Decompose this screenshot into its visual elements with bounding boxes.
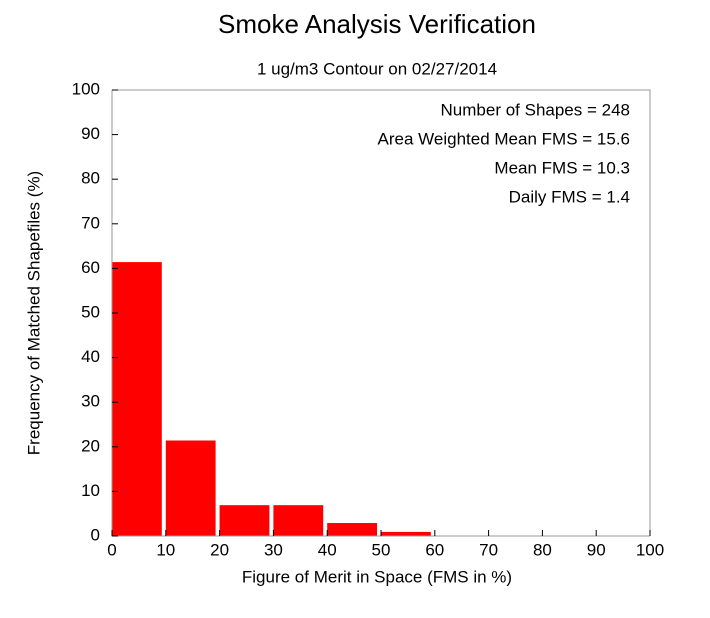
annotation: Number of Shapes = 248 [441,100,630,119]
bar [273,505,324,537]
x-tick-label: 100 [636,540,664,559]
y-tick-label: 100 [72,79,100,98]
y-tick-label: 20 [81,436,100,455]
annotation: Daily FMS = 1.4 [509,187,630,206]
y-tick-label: 50 [81,302,100,321]
x-tick-label: 40 [318,540,337,559]
y-tick-label: 60 [81,258,100,277]
x-axis-label: Figure of Merit in Space (FMS in %) [242,567,512,586]
x-tick-label: 70 [479,540,498,559]
y-tick-label: 90 [81,124,100,143]
y-tick-label: 80 [81,169,100,188]
chart-title: Smoke Analysis Verification [218,9,536,39]
chart-subtitle: 1 ug/m3 Contour on 02/27/2014 [257,59,497,78]
x-tick-label: 50 [372,540,391,559]
bar [219,505,270,537]
x-tick-label: 60 [425,540,444,559]
y-tick-label: 40 [81,347,100,366]
x-tick-label: 80 [533,540,552,559]
y-tick-label: 30 [81,392,100,411]
y-axis-label: Frequency of Matched Shapefiles (%) [24,171,43,455]
bar [327,523,378,537]
bar [112,262,162,537]
bar [165,440,216,537]
x-tick-label: 10 [156,540,175,559]
y-tick-label: 10 [81,481,100,500]
y-tick-label: 70 [81,213,100,232]
annotation: Area Weighted Mean FMS = 15.6 [378,129,630,148]
annotation: Mean FMS = 10.3 [494,158,630,177]
y-tick-label: 0 [91,525,100,544]
bar [381,531,431,537]
x-tick-label: 90 [587,540,606,559]
x-tick-label: 30 [264,540,283,559]
x-tick-label: 20 [210,540,229,559]
x-tick-label: 0 [107,540,116,559]
